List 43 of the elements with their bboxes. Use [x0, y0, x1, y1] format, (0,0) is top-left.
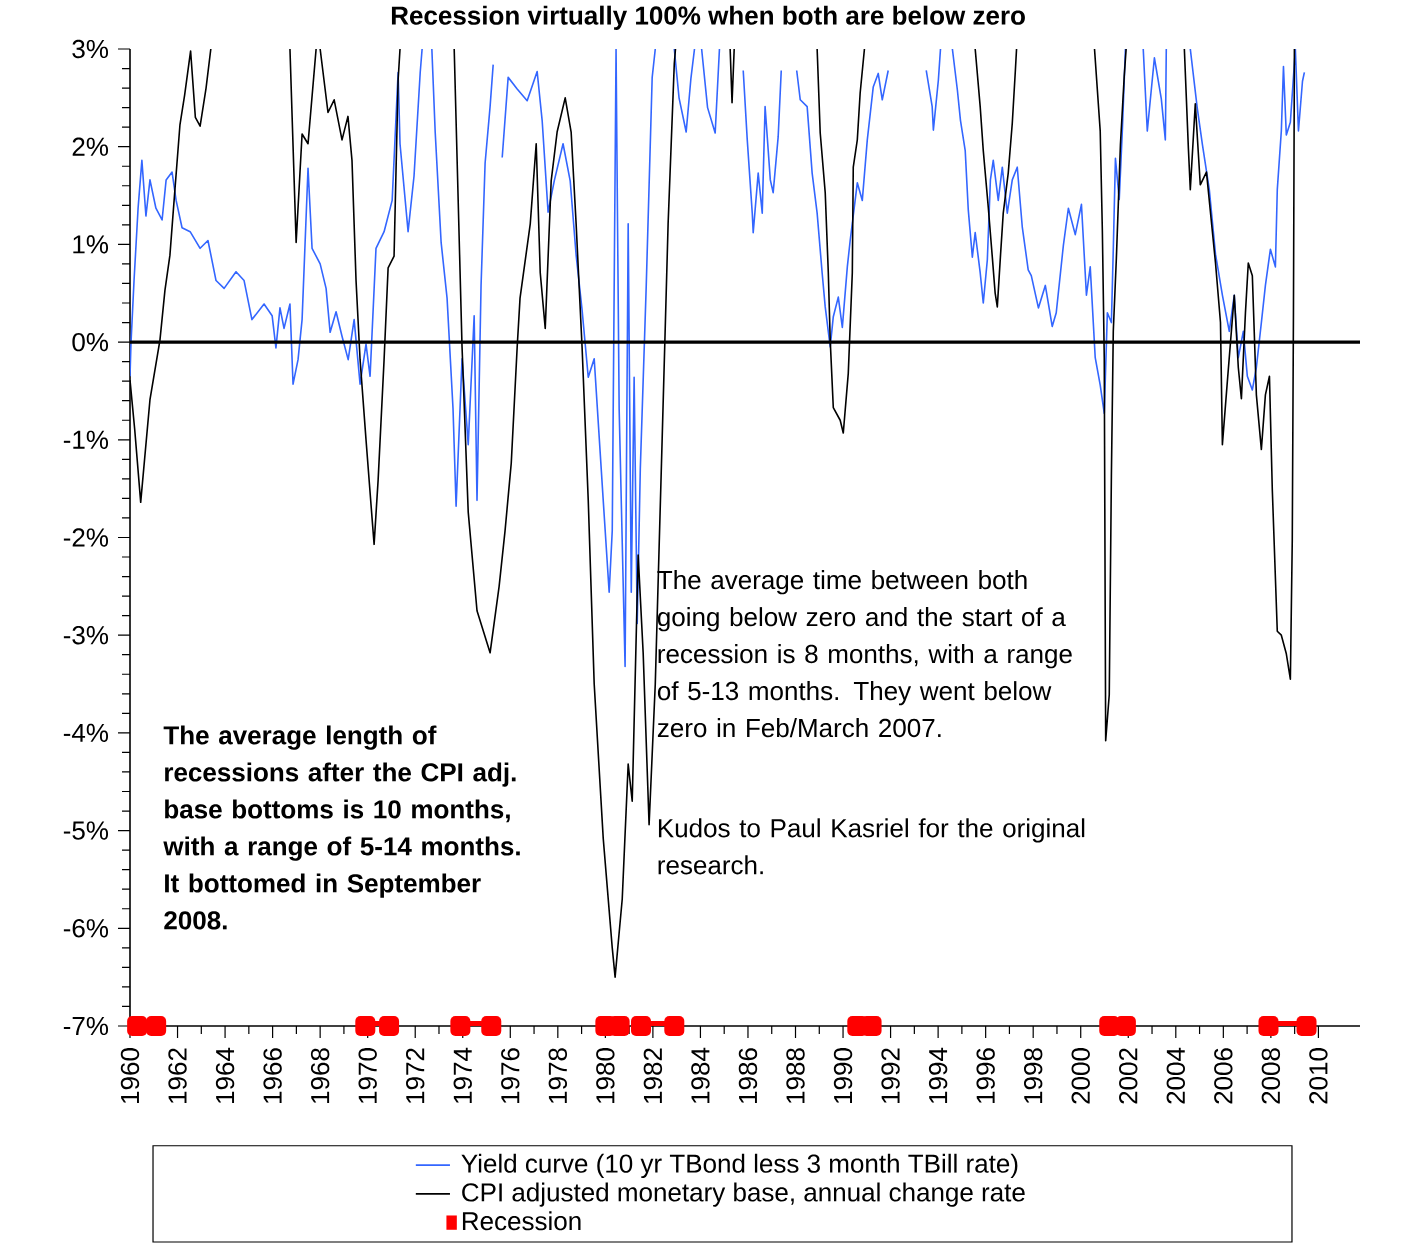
- y-tick-label: 1%: [73, 235, 109, 254]
- x-tick-label: 1992: [881, 1048, 900, 1103]
- y-tick-label: -7%: [63, 1016, 109, 1036]
- chart-title: Recession virtually 100% when both are below zero: [391, 5, 1025, 30]
- x-tick-label: 1966: [263, 1048, 282, 1103]
- y-tick-label: 2%: [72, 137, 109, 156]
- y-tick-label: 0%: [72, 332, 109, 352]
- y-tick-label: 3%: [72, 39, 109, 59]
- x-tick-label: 1960: [120, 1048, 140, 1103]
- x-tick-label: 1988: [786, 1048, 805, 1103]
- y-tick-label: -6%: [63, 919, 109, 938]
- x-tick-label: 1990: [833, 1048, 853, 1103]
- x-tick-label: 1996: [976, 1048, 995, 1103]
- x-tick-label: 1962: [168, 1048, 187, 1103]
- legend-label: Recession: [462, 1211, 581, 1231]
- x-tick-label: 2006: [1214, 1048, 1233, 1104]
- x-tick-label: 2002: [1119, 1048, 1138, 1104]
- annotation: Kudos to Paul Kasriel for the original research.: [658, 818, 1085, 875]
- x-tick-label: 1972: [406, 1048, 425, 1103]
- x-tick-label: 1984: [691, 1047, 710, 1103]
- legend-label: Yield curve (10 yr TBond less 3 month TBill rate): [461, 1153, 1018, 1179]
- x-tick-label: 1978: [548, 1048, 568, 1103]
- x-tick-label: 1968: [310, 1048, 330, 1103]
- y-tick-label: -5%: [63, 821, 109, 840]
- x-tick-label: 2004: [1166, 1047, 1185, 1104]
- x-tick-label: 1964: [215, 1047, 235, 1103]
- y-tick-label: -2%: [63, 528, 109, 547]
- y-tick-label: -4%: [63, 723, 109, 742]
- annotation: The average length of recessions after the CPI adj. base bottoms is 10 months, with a range of 5-14 months. It bottomed in September 2008.: [163, 725, 520, 930]
- x-tick-label: 2010: [1309, 1048, 1328, 1104]
- x-tick-label: 1998: [1023, 1048, 1043, 1103]
- x-tick-label: 2000: [1071, 1048, 1090, 1104]
- x-tick-label: 1974: [453, 1047, 472, 1103]
- x-tick-label: 2008: [1261, 1048, 1281, 1104]
- legend-label: CPI adjusted monetary base, annual change rate: [462, 1182, 1025, 1207]
- y-tick-label: -1%: [63, 430, 109, 449]
- x-tick-label: 1970: [358, 1048, 377, 1103]
- x-tick-label: 1980: [596, 1048, 615, 1103]
- x-tick-label: 1994: [928, 1047, 948, 1103]
- x-tick-label: 1986: [738, 1048, 758, 1103]
- y-tick-label: -3%: [63, 625, 109, 645]
- x-tick-label: 1976: [501, 1048, 520, 1103]
- x-tick-label: 1982: [643, 1048, 663, 1103]
